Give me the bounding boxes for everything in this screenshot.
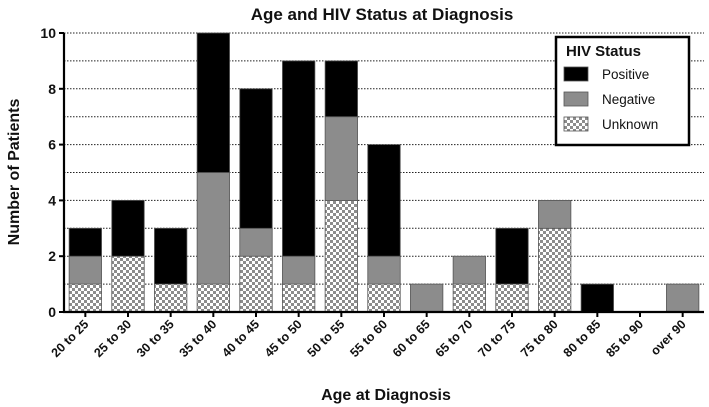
bar-unknown-7 — [367, 283, 401, 313]
bar-unknown-4 — [239, 255, 273, 313]
y-tick-label: 6 — [48, 137, 56, 153]
x-tick-label: 50 to 55 — [305, 317, 348, 360]
bar-positive-6 — [324, 60, 358, 118]
bar-negative-8 — [410, 283, 444, 313]
bar-positive-7 — [367, 144, 401, 257]
bar-positive-4 — [239, 88, 273, 229]
x-tick-label: 20 to 25 — [49, 317, 92, 360]
bar-negative-4 — [239, 227, 273, 257]
x-tick-label: 70 to 75 — [475, 317, 518, 360]
bar-positive-5 — [282, 60, 316, 257]
bar-unknown-11 — [538, 227, 572, 313]
x-tick-label: 55 to 60 — [347, 317, 390, 360]
x-tick-label: 60 to 65 — [390, 317, 433, 360]
legend-title: HIV Status — [566, 43, 641, 60]
bars — [68, 32, 700, 313]
legend-swatch-negative — [563, 91, 589, 107]
legend-label-unknown: Unknown — [602, 117, 658, 132]
bar-negative-6 — [324, 116, 358, 201]
bar-unknown-9 — [452, 283, 486, 313]
bar-unknown-0 — [68, 283, 102, 313]
bar-positive-3 — [196, 32, 230, 173]
x-tick-label: over 90 — [648, 317, 689, 358]
bar-unknown-5 — [282, 283, 316, 313]
y-tick-label: 4 — [48, 192, 56, 208]
bar-unknown-10 — [495, 283, 529, 313]
bar-unknown-6 — [324, 199, 358, 313]
bar-negative-9 — [452, 255, 486, 285]
x-tick-label: 35 to 40 — [177, 317, 220, 360]
bar-positive-1 — [111, 199, 145, 257]
x-tick-label: 75 to 80 — [518, 317, 561, 360]
x-tick-label: 85 to 90 — [603, 317, 646, 360]
x-tick-label: 30 to 35 — [134, 317, 177, 360]
x-tick-labels: 20 to 25 25 to 30 30 to 35 35 to 40 40 to 45… — [49, 312, 689, 360]
legend-swatch-positive — [563, 66, 589, 82]
bar-unknown-3 — [196, 283, 230, 313]
bar-negative-5 — [282, 255, 316, 285]
legend-swatch-unknown — [563, 116, 589, 132]
bar-positive-12 — [580, 283, 614, 313]
bar-negative-14 — [666, 283, 700, 313]
y-tick-label: 2 — [48, 248, 56, 264]
x-tick-label: 40 to 45 — [219, 317, 262, 360]
x-tick-label: 65 to 70 — [433, 317, 476, 360]
chart-title: Age and HIV Status at Diagnosis — [251, 5, 514, 24]
bar-negative-3 — [196, 172, 230, 285]
x-tick-label: 25 to 30 — [91, 317, 134, 360]
bar-negative-11 — [538, 199, 572, 229]
bar-positive-0 — [68, 227, 102, 257]
x-tick-label: 45 to 50 — [262, 317, 305, 360]
bar-negative-7 — [367, 255, 401, 285]
bar-negative-0 — [68, 255, 102, 285]
y-axis-label: Number of Patients — [6, 99, 23, 246]
legend-label-negative: Negative — [602, 92, 655, 107]
bar-unknown-1 — [111, 255, 145, 313]
y-tick-label: 8 — [48, 81, 56, 97]
legend-label-positive: Positive — [602, 67, 649, 82]
y-tick-labels: 0 2 4 6 8 10 — [40, 25, 64, 320]
bar-unknown-2 — [154, 283, 188, 313]
y-tick-label: 10 — [40, 25, 56, 41]
y-tick-label: 0 — [48, 304, 56, 320]
bar-positive-2 — [154, 227, 188, 285]
legend: HIV Status Positive Negative Unknown — [554, 35, 691, 147]
bar-positive-10 — [495, 227, 529, 285]
x-axis-label: Age at Diagnosis — [321, 387, 451, 404]
x-tick-label: 80 to 85 — [561, 317, 604, 360]
